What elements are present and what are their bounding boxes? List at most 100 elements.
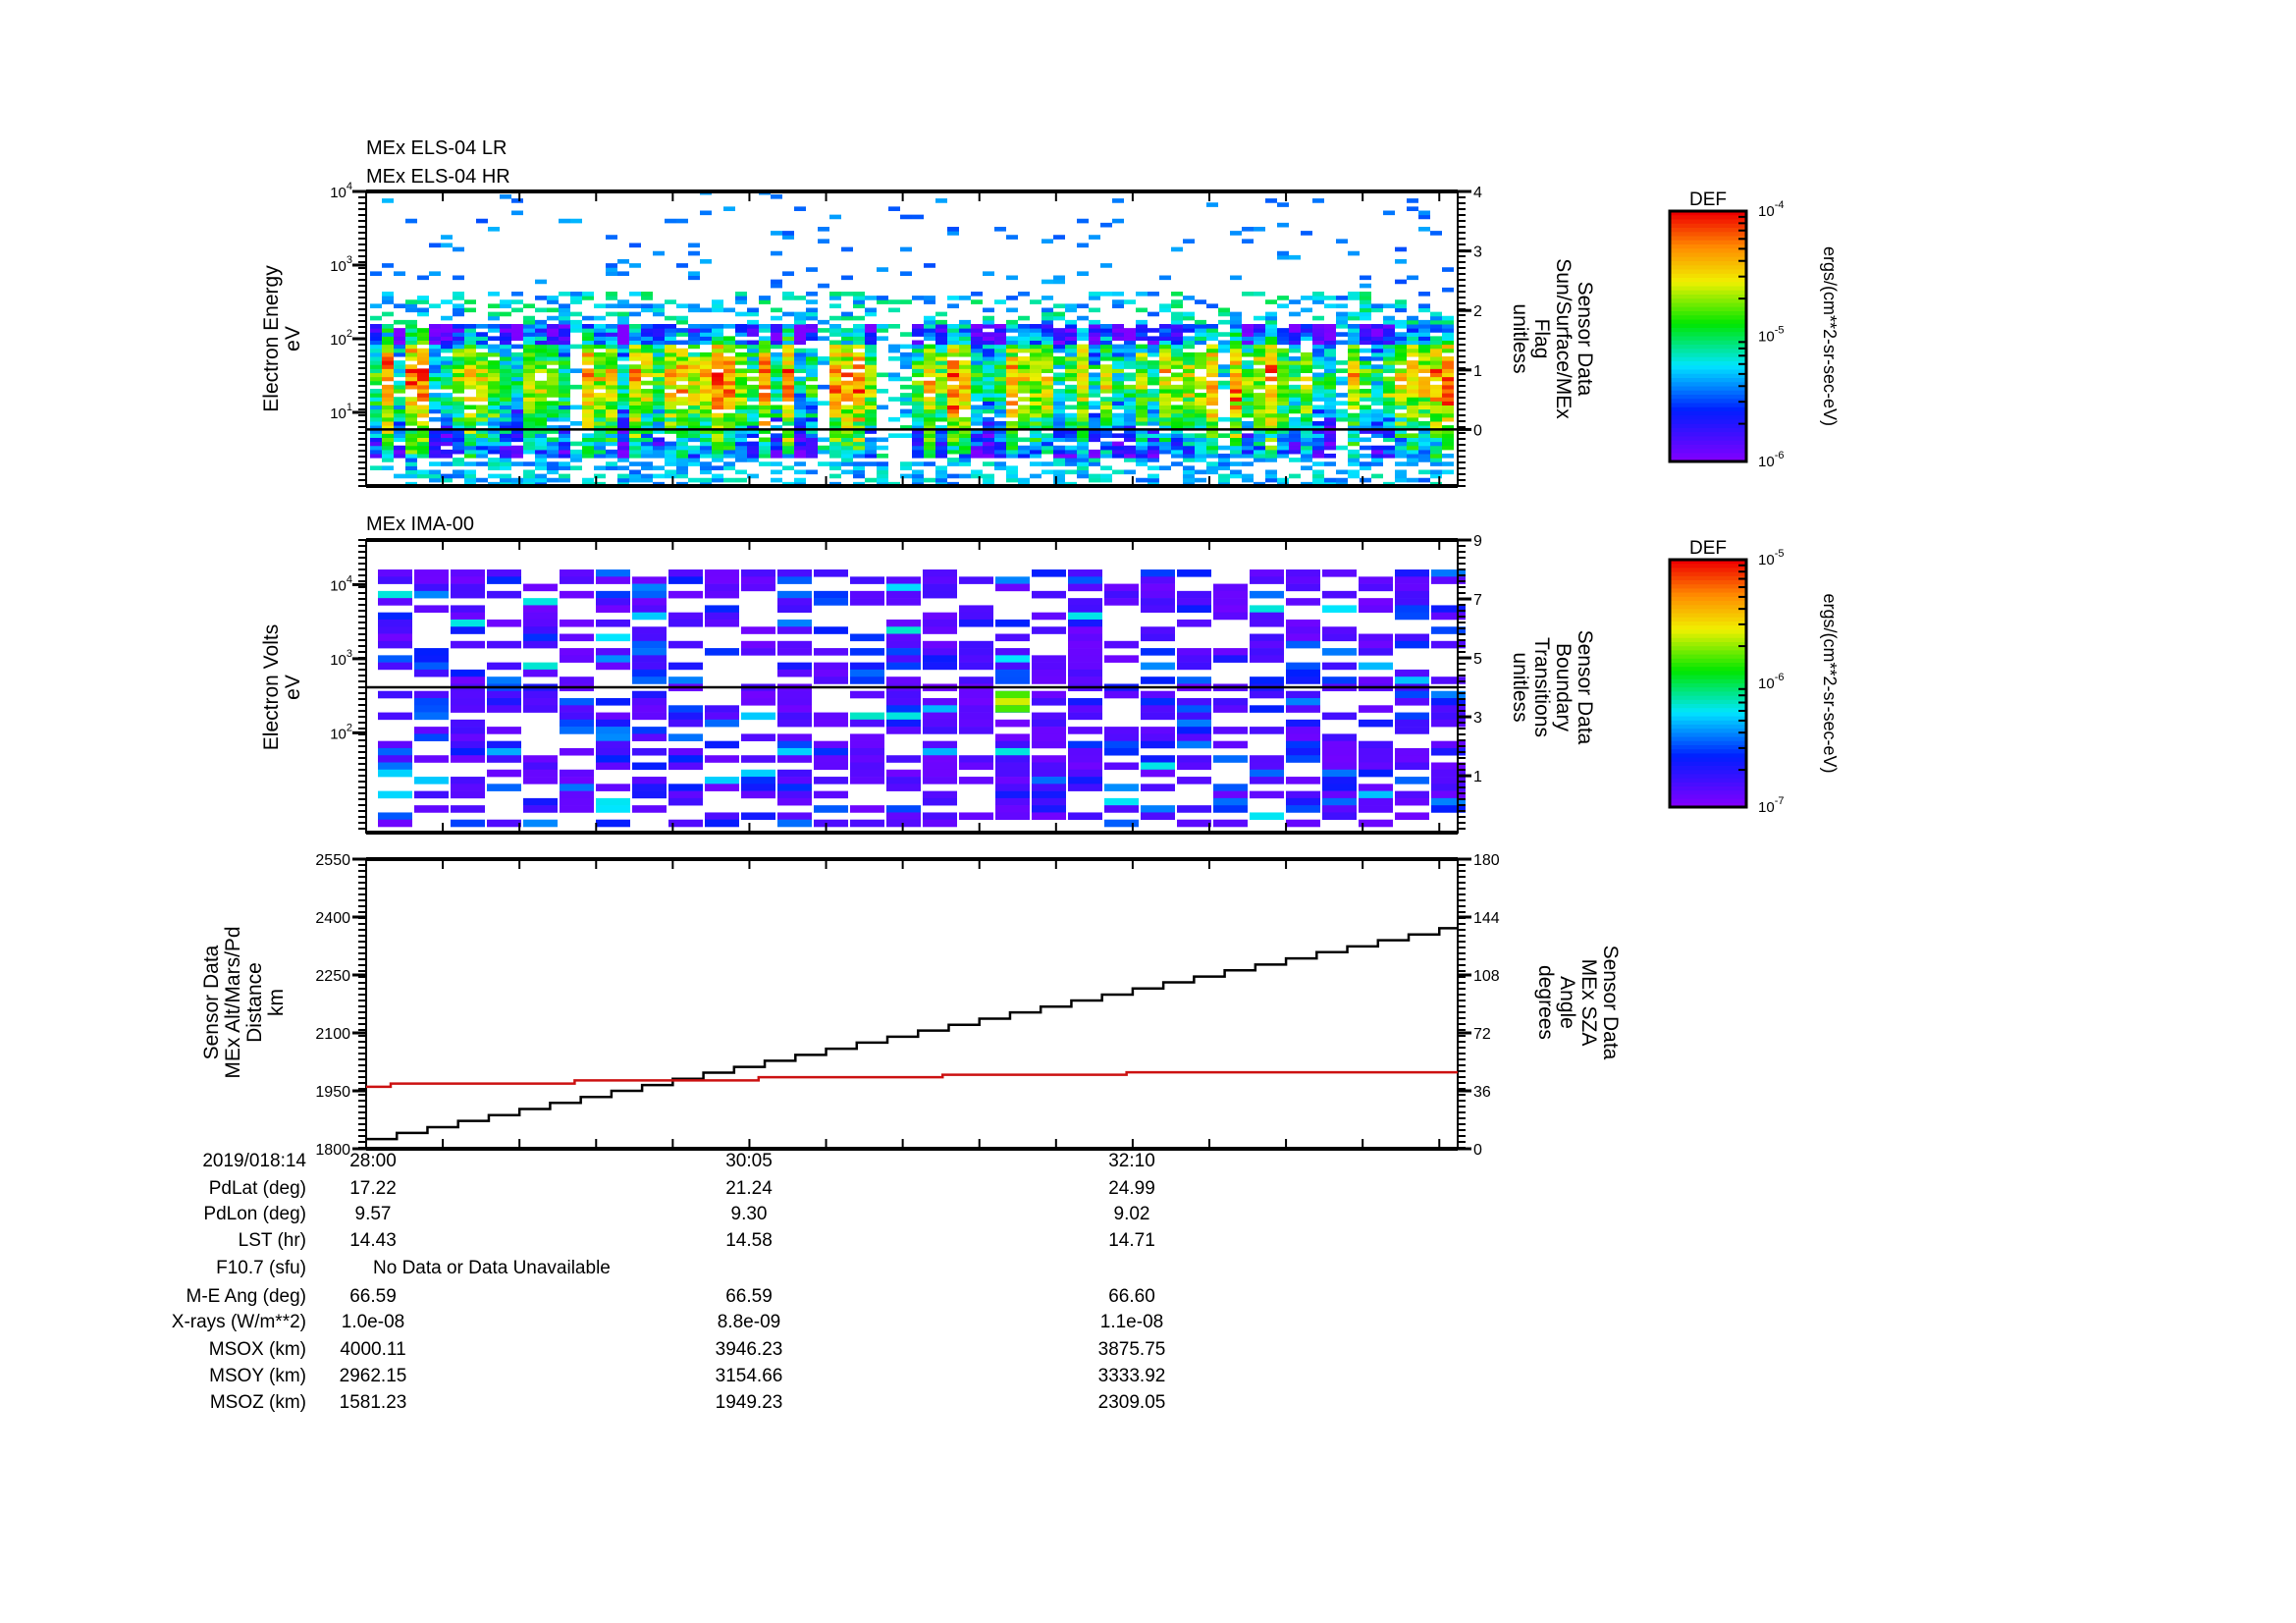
heatmap-cell: [632, 712, 667, 721]
heatmap-cell: [1395, 669, 1429, 677]
heatmap-cell: [1065, 389, 1077, 394]
colorbar-swatch: [1670, 667, 1746, 672]
heatmap-cell: [653, 348, 665, 353]
heatmap-cell: [971, 454, 983, 459]
heatmap-cell: [1077, 384, 1089, 390]
heatmap-cell: [676, 319, 688, 325]
heatmap-cell: [994, 433, 1006, 438]
heatmap-cell: [700, 389, 712, 394]
heatmap-cell: [829, 315, 841, 321]
heatmap-cell: [723, 437, 735, 443]
heatmap-cell: [1371, 429, 1383, 434]
heatmap-cell: [1230, 275, 1242, 281]
heatmap-cell: [1230, 376, 1242, 382]
heatmap-cell: [829, 328, 841, 333]
heatmap-cell: [1336, 360, 1348, 365]
heatmap-cell: [994, 336, 1006, 341]
heatmap-cell: [971, 469, 983, 475]
heatmap-cell: [1148, 393, 1159, 398]
heatmap-cell: [747, 319, 759, 325]
ephemeris-row-label: X-rays (W/m**2): [172, 1312, 306, 1332]
heatmap-cell: [476, 344, 488, 350]
heatmap-cell: [488, 364, 500, 369]
heatmap-cell: [1265, 445, 1277, 451]
heatmap-cell: [1336, 477, 1348, 483]
heatmap-cell: [1430, 348, 1442, 353]
heatmap-cell: [617, 376, 629, 382]
heatmap-cell: [488, 397, 500, 402]
heatmap-cell: [511, 454, 523, 459]
heatmap-cell: [668, 755, 703, 763]
y-tick-label: 2550: [315, 852, 350, 869]
heatmap-cell: [782, 429, 794, 434]
heatmap-cell: [771, 445, 782, 451]
heatmap-cell: [741, 626, 775, 634]
heatmap-cell: [1183, 454, 1195, 459]
heatmap-cell: [1254, 315, 1265, 321]
heatmap-cell: [1141, 733, 1175, 741]
heatmap-cell: [1250, 777, 1284, 784]
heatmap-cell: [1289, 360, 1301, 365]
heatmap-cell: [676, 397, 688, 402]
heatmap-cell: [1041, 401, 1053, 406]
heatmap-cell: [1104, 733, 1139, 741]
heatmap-cell: [1371, 458, 1383, 462]
heatmap-cell: [923, 740, 957, 749]
heatmap-cell: [429, 332, 441, 337]
colorbar-swatch: [1670, 766, 1746, 771]
heatmap-cell: [794, 380, 806, 386]
heatmap-cell: [1322, 605, 1357, 613]
heatmap-cell: [1383, 376, 1395, 382]
heatmap-cell: [1030, 352, 1041, 357]
heatmap-cell: [935, 437, 947, 443]
heatmap-cell: [841, 445, 853, 451]
heatmap-cell: [794, 441, 806, 447]
colorbar-tick-label: 10-4: [1758, 199, 1784, 220]
heatmap-cell: [535, 477, 547, 483]
heatmap-cell: [1065, 384, 1077, 390]
heatmap-cell: [370, 380, 382, 386]
heatmap-cell: [1348, 421, 1360, 426]
heatmap-cell: [700, 461, 712, 466]
heatmap-cell: [806, 405, 818, 410]
heatmap-cell: [1136, 384, 1148, 390]
heatmap-cell: [723, 461, 735, 466]
heatmap-cell: [1032, 812, 1066, 821]
heatmap-cell: [688, 307, 700, 313]
heatmap-cell: [1277, 429, 1289, 434]
heatmap-cell: [488, 458, 500, 462]
heatmap-cell: [676, 425, 688, 430]
heatmap-cell: [700, 332, 712, 337]
heatmap-cell: [1006, 352, 1018, 357]
heatmap-cell: [782, 433, 794, 438]
heatmap-cell: [523, 380, 535, 386]
heatmap-cell: [1360, 405, 1371, 410]
heatmap-cell: [841, 328, 853, 333]
heatmap-cell: [665, 328, 676, 333]
heatmap-cell: [1371, 393, 1383, 398]
heatmap-cell: [665, 425, 676, 430]
heatmap-cell: [935, 372, 947, 378]
heatmap-cell: [971, 429, 983, 434]
heatmap-cell: [947, 324, 959, 329]
heatmap-cell: [382, 348, 394, 353]
heatmap-cell: [712, 360, 723, 365]
heatmap-cell: [747, 311, 759, 317]
heatmap-cell: [1065, 412, 1077, 418]
heatmap-cell: [676, 441, 688, 447]
heatmap-cell: [900, 433, 912, 438]
heatmap-cell: [1230, 437, 1242, 443]
heatmap-cell: [959, 433, 971, 438]
heatmap-cell: [900, 384, 912, 390]
heatmap-cell: [886, 705, 921, 713]
heatmap-cell: [1053, 437, 1065, 443]
heatmap-cell: [370, 328, 382, 333]
heatmap-cell: [378, 619, 412, 627]
axis-title-line: Electron Volts: [260, 624, 283, 750]
heatmap-cell: [617, 465, 629, 470]
heatmap-cell: [405, 328, 417, 333]
heatmap-cell: [676, 328, 688, 333]
heatmap-cell: [641, 412, 653, 418]
heatmap-cell: [1289, 328, 1301, 333]
heatmap-cell: [771, 340, 782, 346]
